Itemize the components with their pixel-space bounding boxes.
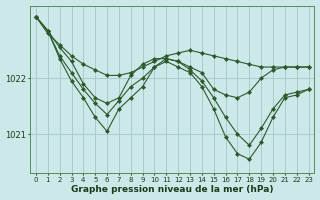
X-axis label: Graphe pression niveau de la mer (hPa): Graphe pression niveau de la mer (hPa) [71,185,274,194]
